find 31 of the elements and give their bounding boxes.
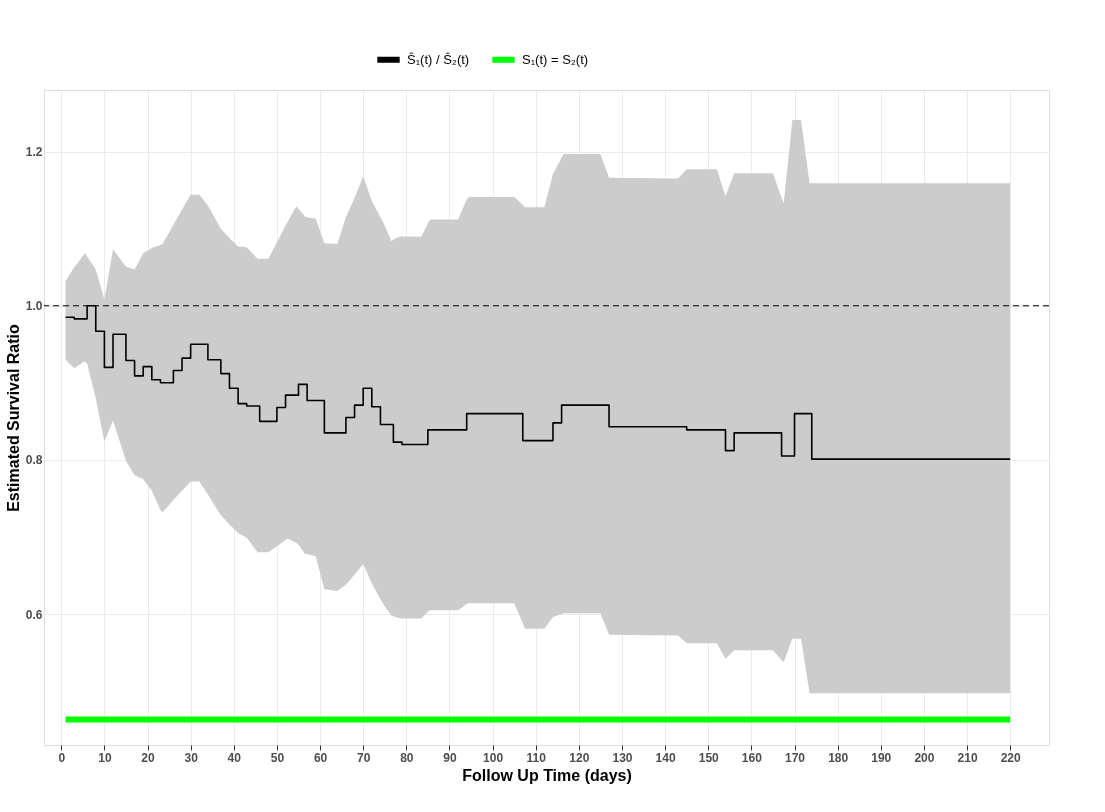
y-tick-label: 1.2: [25, 145, 43, 160]
x-tick-label: 90: [443, 750, 457, 765]
x-tick-label: 200: [914, 750, 935, 765]
x-tick-label: 100: [483, 750, 504, 765]
x-axis-title: Follow Up Time (days): [462, 766, 632, 784]
x-tick-label: 50: [270, 750, 285, 765]
y-tick-label: 0.6: [25, 607, 43, 622]
x-tick-label: 80: [400, 750, 414, 765]
x-tick-label: 160: [741, 750, 763, 765]
x-tick-label: 30: [184, 750, 199, 765]
x-tick-label: 130: [612, 750, 633, 765]
x-tick-label: 120: [569, 750, 590, 765]
x-tick-label: 220: [1000, 750, 1022, 765]
legend-label: Ŝ₁(t) / Ŝ₂(t): [407, 51, 470, 67]
x-tick-label: 190: [871, 750, 892, 765]
x-tick-label: 210: [957, 750, 978, 765]
y-tick-label: 1.0: [25, 299, 43, 314]
x-tick-label: 70: [357, 750, 371, 765]
x-tick-label: 180: [828, 750, 849, 765]
x-tick-label: 170: [785, 750, 806, 765]
x-tick-label: 20: [141, 750, 156, 765]
x-tick-label: 0: [58, 750, 66, 765]
x-tick-label: 150: [698, 750, 720, 765]
y-tick-label: 0.8: [25, 453, 43, 468]
x-tick-label: 40: [227, 750, 242, 765]
legend-label: S₁(t) = S₂(t): [522, 51, 589, 67]
x-tick-label: 10: [98, 750, 112, 765]
x-tick-label: 140: [655, 750, 676, 765]
y-axis-title: Estimated Survival Ratio: [4, 323, 22, 512]
x-tick-label: 60: [313, 750, 328, 765]
x-tick-label: 110: [526, 750, 547, 765]
